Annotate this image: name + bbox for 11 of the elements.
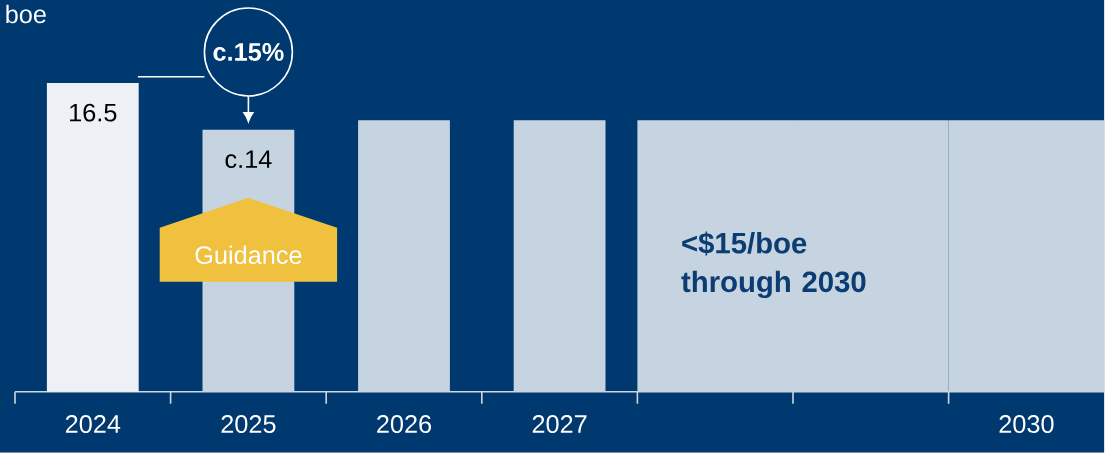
x-tick-label: 2030 [999, 415, 1054, 434]
annotation: Guidance [195, 245, 302, 265]
x-tick-label: 2025 [221, 415, 276, 434]
text: c.15% [213, 43, 284, 62]
x-tick-label: 2024 [65, 415, 121, 434]
annotation: <$15/boe through 2030 [681, 231, 866, 299]
x-tick-label: 2026 [377, 415, 432, 434]
data-label: 16.5 [70, 103, 117, 122]
data-label: c.14 [225, 150, 272, 169]
chart-title: boe [6, 4, 46, 24]
x-tick-label: 2027 [532, 415, 587, 434]
